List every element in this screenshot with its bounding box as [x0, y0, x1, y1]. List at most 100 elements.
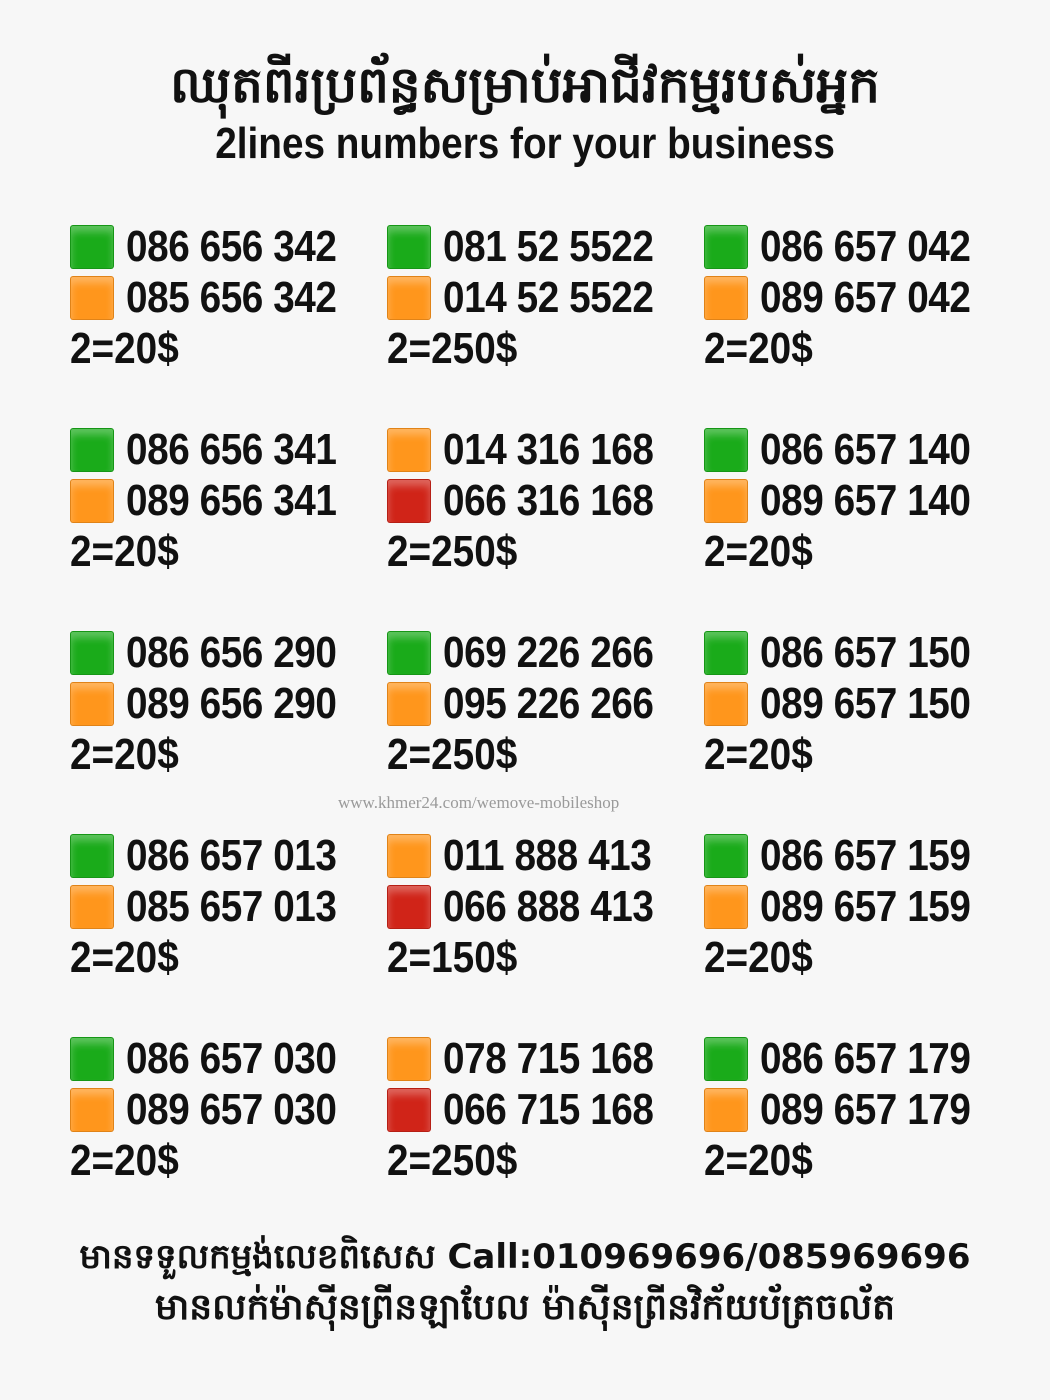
phone-number: 066 715 168	[443, 1085, 654, 1134]
phone-line: 085 656 342	[70, 273, 365, 323]
offer-block: 081 52 5522 014 52 5522 2=250$	[387, 222, 687, 382]
phone-number: 014 316 168	[443, 425, 654, 474]
phone-number: 081 52 5522	[443, 222, 654, 271]
phone-number: 089 657 042	[760, 273, 971, 322]
phone-line: 086 657 150	[704, 628, 999, 678]
phone-line: 011 888 413	[387, 831, 680, 881]
phone-line: 089 657 042	[704, 273, 999, 323]
phone-line: 078 715 168	[387, 1034, 682, 1084]
price: 2=250$	[387, 527, 518, 576]
price: 2=20$	[70, 324, 179, 373]
green-square-icon	[704, 225, 748, 269]
offer-block: 078 715 168 066 715 168 2=250$	[387, 1034, 687, 1194]
orange-square-icon	[70, 1088, 114, 1132]
phone-line: 086 657 159	[704, 831, 999, 881]
orange-square-icon	[704, 682, 748, 726]
phone-number: 086 656 290	[126, 628, 337, 677]
phone-number: 086 657 179	[760, 1034, 971, 1083]
phone-line: 086 657 042	[704, 222, 999, 272]
green-square-icon	[70, 631, 114, 675]
orange-square-icon	[704, 1088, 748, 1132]
phone-line: 086 657 179	[704, 1034, 999, 1084]
phone-number: 086 656 341	[126, 425, 337, 474]
phone-line: 069 226 266	[387, 628, 682, 678]
orange-square-icon	[70, 276, 114, 320]
orange-square-icon	[387, 682, 431, 726]
header: ឈុតពីរប្រព័ន្ធសម្រាប់អាជីវកម្មរបស់អ្នក 2…	[0, 52, 1050, 170]
phone-line: 086 657 140	[704, 425, 999, 475]
title-khmer: ឈុតពីរប្រព័ន្ធសម្រាប់អាជីវកម្មរបស់អ្នក	[170, 56, 880, 114]
price: 2=20$	[704, 324, 813, 373]
phone-number: 086 656 342	[126, 222, 337, 271]
phone-line: 086 657 013	[70, 831, 365, 881]
phone-line: 086 656 290	[70, 628, 365, 678]
orange-square-icon	[387, 1037, 431, 1081]
offer-block: 086 656 290 089 656 290 2=20$	[70, 628, 370, 788]
price: 2=20$	[704, 730, 813, 779]
phone-line: 089 657 150	[704, 679, 999, 729]
price: 2=20$	[70, 730, 179, 779]
price: 2=20$	[70, 933, 179, 982]
phone-number: 086 657 013	[126, 831, 337, 880]
offer-block: 086 657 179 089 657 179 2=20$	[704, 1034, 1004, 1194]
red-square-icon	[387, 479, 431, 523]
offer-block: 086 656 341 089 656 341 2=20$	[70, 425, 370, 585]
offer-block: 086 657 159 089 657 159 2=20$	[704, 831, 1004, 991]
green-square-icon	[704, 631, 748, 675]
phone-line: 086 656 341	[70, 425, 365, 475]
orange-square-icon	[704, 479, 748, 523]
phone-number: 085 656 342	[126, 273, 337, 322]
red-square-icon	[387, 885, 431, 929]
offer-block: 086 657 140 089 657 140 2=20$	[704, 425, 1004, 585]
phone-line: 086 657 030	[70, 1034, 365, 1084]
price: 2=250$	[387, 1136, 518, 1185]
phone-number: 086 657 042	[760, 222, 971, 271]
phone-number: 089 657 179	[760, 1085, 971, 1134]
offer-block: 086 657 030 089 657 030 2=20$	[70, 1034, 370, 1194]
green-square-icon	[387, 225, 431, 269]
green-square-icon	[704, 834, 748, 878]
green-square-icon	[70, 1037, 114, 1081]
price: 2=20$	[704, 933, 813, 982]
phone-line: 066 715 168	[387, 1085, 682, 1135]
price: 2=250$	[387, 324, 518, 373]
phone-line: 014 52 5522	[387, 273, 682, 323]
phone-line: 089 657 030	[70, 1085, 365, 1135]
red-square-icon	[387, 1088, 431, 1132]
offer-block: 086 657 013 085 657 013 2=20$	[70, 831, 370, 991]
phone-number: 069 226 266	[443, 628, 654, 677]
footer: មានទទួលកម្មង់លេខពិសេស Call:010969696/085…	[0, 1232, 1050, 1374]
phone-number: 066 888 413	[443, 882, 654, 931]
phone-number: 086 657 140	[760, 425, 971, 474]
phone-number: 086 657 150	[760, 628, 971, 677]
green-square-icon	[704, 1037, 748, 1081]
green-square-icon	[70, 225, 114, 269]
orange-square-icon	[704, 885, 748, 929]
orange-square-icon	[70, 885, 114, 929]
orange-square-icon	[387, 276, 431, 320]
phone-line: 089 657 159	[704, 882, 999, 932]
price: 2=20$	[704, 527, 813, 576]
orange-square-icon	[70, 479, 114, 523]
offer-block: 069 226 266 095 226 266 2=250$	[387, 628, 687, 788]
price: 2=20$	[704, 1136, 813, 1185]
phone-number: 089 656 290	[126, 679, 337, 728]
offer-block: 011 888 413 066 888 413 2=150$	[387, 831, 687, 991]
phone-line: 086 656 342	[70, 222, 365, 272]
phone-line: 085 657 013	[70, 882, 365, 932]
phone-number: 086 657 030	[126, 1034, 337, 1083]
phone-line: 014 316 168	[387, 425, 682, 475]
green-square-icon	[70, 428, 114, 472]
offer-block: 086 656 342 085 656 342 2=20$	[70, 222, 370, 382]
green-square-icon	[70, 834, 114, 878]
phone-number: 066 316 168	[443, 476, 654, 525]
phone-number: 089 657 140	[760, 476, 971, 525]
orange-square-icon	[387, 428, 431, 472]
phone-line: 089 656 290	[70, 679, 365, 729]
phone-number: 089 657 159	[760, 882, 971, 931]
price: 2=20$	[70, 1136, 179, 1185]
price: 2=250$	[387, 730, 518, 779]
green-square-icon	[387, 631, 431, 675]
orange-square-icon	[70, 682, 114, 726]
phone-line: 095 226 266	[387, 679, 682, 729]
